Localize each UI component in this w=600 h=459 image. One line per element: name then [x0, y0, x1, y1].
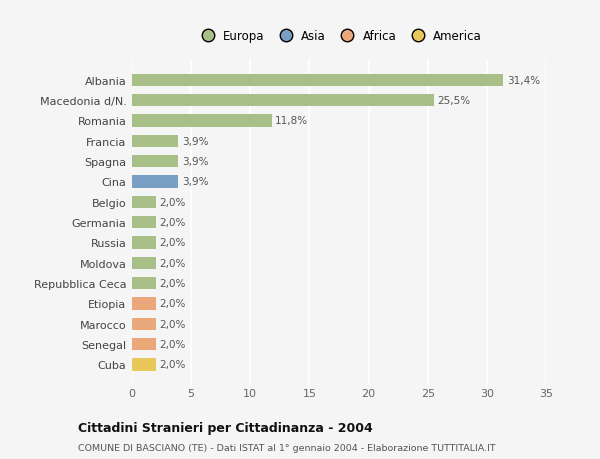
Bar — [132, 237, 155, 249]
Text: 2,0%: 2,0% — [159, 218, 185, 228]
Text: 11,8%: 11,8% — [275, 116, 308, 126]
Text: 2,0%: 2,0% — [159, 279, 185, 288]
Bar — [132, 95, 434, 107]
Text: 2,0%: 2,0% — [159, 258, 185, 268]
Bar — [132, 358, 155, 371]
Text: 2,0%: 2,0% — [159, 238, 185, 248]
Bar — [132, 338, 155, 351]
Text: 25,5%: 25,5% — [437, 96, 470, 106]
Bar — [132, 74, 503, 87]
Bar — [132, 318, 155, 330]
Bar — [132, 277, 155, 290]
Legend: Europa, Asia, Africa, America: Europa, Asia, Africa, America — [196, 30, 482, 43]
Text: 3,9%: 3,9% — [182, 177, 208, 187]
Bar — [132, 156, 178, 168]
Text: Cittadini Stranieri per Cittadinanza - 2004: Cittadini Stranieri per Cittadinanza - 2… — [78, 421, 373, 434]
Bar — [132, 196, 155, 208]
Text: COMUNE DI BASCIANO (TE) - Dati ISTAT al 1° gennaio 2004 - Elaborazione TUTTITALI: COMUNE DI BASCIANO (TE) - Dati ISTAT al … — [78, 443, 496, 452]
Bar — [132, 115, 272, 127]
Text: 3,9%: 3,9% — [182, 136, 208, 146]
Text: 2,0%: 2,0% — [159, 319, 185, 329]
Text: 2,0%: 2,0% — [159, 360, 185, 369]
Bar — [132, 298, 155, 310]
Bar — [132, 135, 178, 147]
Text: 2,0%: 2,0% — [159, 299, 185, 309]
Bar — [132, 257, 155, 269]
Text: 31,4%: 31,4% — [507, 76, 540, 85]
Text: 2,0%: 2,0% — [159, 339, 185, 349]
Text: 2,0%: 2,0% — [159, 197, 185, 207]
Text: 3,9%: 3,9% — [182, 157, 208, 167]
Bar — [132, 176, 178, 188]
Bar — [132, 217, 155, 229]
